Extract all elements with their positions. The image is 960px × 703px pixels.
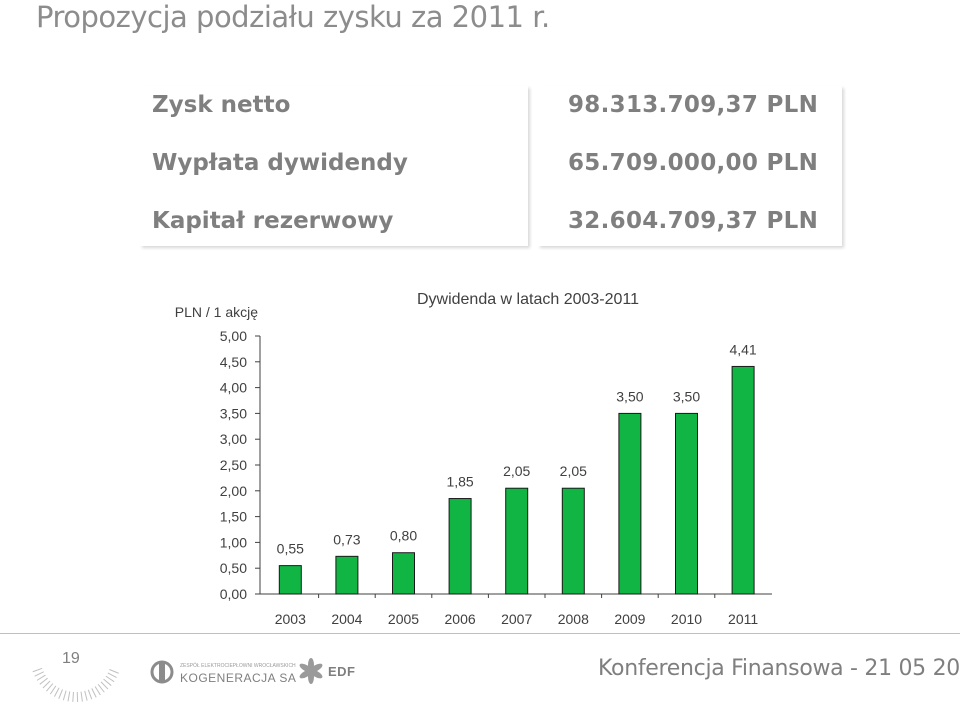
chart-x-tick-label: 2004 [331, 611, 362, 627]
decorative-arc-tick [105, 675, 115, 683]
summary-values-panel: 98.313.709,37 PLN 65.709.000,00 PLN 32.6… [538, 86, 842, 246]
row-label-dividend: Wypłata dywidendy [152, 150, 408, 176]
chart-x-tick-label: 2006 [445, 611, 476, 627]
slide-title: Propozycja podziału zysku za 2011 r. [36, 0, 550, 34]
chart-x-tick-label: 2005 [388, 611, 419, 627]
decorative-arc-tick [91, 688, 97, 698]
decorative-arc-tick [97, 684, 105, 693]
chart-y-tick-label: 2,50 [220, 457, 247, 473]
decorative-arc-tick [42, 680, 51, 689]
footer-divider [0, 633, 960, 634]
decorative-arc-tick [34, 671, 44, 677]
chart-bar [675, 412, 698, 595]
chart-x-tick-label: 2011 [728, 611, 758, 627]
chart-data-label: 4,41 [729, 341, 756, 357]
decorative-arc-tick [67, 691, 71, 702]
chart-bar [618, 412, 642, 595]
decorative-arc-tick [62, 690, 67, 701]
chart-data-label: 0,80 [390, 528, 417, 544]
decorative-arc-tick [109, 669, 119, 674]
chart-data-label: 3,50 [616, 388, 643, 404]
row-label-net-profit: Zysk netto [152, 92, 291, 118]
chart-y-tick-label: 1,00 [220, 534, 247, 550]
decorative-arc-tick [32, 667, 43, 673]
decorative-arc-tick [49, 685, 57, 695]
chart-data-label: 2,05 [503, 463, 530, 479]
decorative-arc-tick [84, 690, 88, 701]
chart-x-tick-label: 2008 [558, 611, 589, 627]
decorative-arc-tick [53, 687, 60, 697]
chart-x-tick-label: 2010 [671, 611, 702, 627]
chart-data-label: 2,05 [560, 463, 587, 479]
chart-y-tick-label: 4,00 [220, 380, 247, 396]
decorative-arc-tick [36, 674, 46, 681]
decorative-arc-tick [58, 689, 63, 699]
edf-logo-icon [299, 658, 323, 684]
chart-y-tick-label: 4,50 [220, 354, 247, 370]
row-value-reserve: 32.604.709,37 PLN [568, 208, 819, 234]
summary-labels-panel: Zysk netto Wypłata dywidendy Kapitał rez… [140, 86, 528, 246]
chart-y-axis-label: PLN / 1 akcję [175, 304, 258, 320]
decorative-arc-tick [72, 691, 74, 702]
decorative-arc-tick [100, 681, 109, 690]
row-value-dividend: 65.709.000,00 PLN [568, 150, 819, 176]
decorative-arc-graphic [32, 667, 119, 702]
decorative-arc-tick [46, 683, 54, 692]
chart-bar [731, 365, 755, 595]
chart-title: Dywidenda w latach 2003-2011 [417, 291, 639, 308]
row-label-reserve: Kapitał rezerwowy [152, 208, 394, 234]
chart-y-tick-label: 0,50 [220, 560, 247, 576]
chart-y-tick-label: 3,50 [220, 405, 247, 421]
chart-data-label: 0,73 [333, 531, 360, 547]
row-value-net-profit: 98.313.709,37 PLN [568, 92, 819, 118]
edf-logo-name: EDF [328, 664, 356, 679]
chart-y-tick-label: 2,00 [220, 483, 247, 499]
chart-y-tick-label: 3,00 [220, 431, 247, 447]
chart-bar [392, 552, 415, 595]
kogeneracja-logo-name: KOGENERACJA SA [180, 671, 297, 685]
chart-x-tick-label: 2009 [614, 611, 645, 627]
chart-y-tick-label: 5,00 [220, 328, 247, 344]
decorative-arc-tick [80, 691, 83, 702]
kogeneracja-logo-icon [150, 660, 174, 684]
chart-data-label: 1,85 [446, 474, 473, 490]
chart-bar [561, 487, 585, 595]
chart-y-tick-label: 0,00 [220, 586, 247, 602]
kogeneracja-logo-subtitle: ZESPÓŁ ELEKTROCIEPŁOWNI WROCŁAWSKICH [180, 663, 296, 669]
dividend-bar-chart: Dywidenda w latach 2003-2011 PLN / 1 akcj… [175, 291, 772, 627]
chart-x-tick-label: 2003 [275, 611, 306, 627]
chart-bar [278, 565, 302, 595]
decorative-arc-tick [39, 677, 48, 685]
chart-y-tick-label: 1,50 [220, 509, 247, 525]
conference-title: Konferencja Finansowa - 21 05 2012 [598, 656, 960, 681]
chart-x-tick-label: 2007 [501, 611, 532, 627]
decorative-arc-tick [87, 689, 93, 700]
chart-bar [335, 555, 359, 595]
decorative-arc-tick [94, 686, 101, 696]
chart-data-label: 3,50 [673, 388, 700, 404]
chart-data-label: 0,55 [277, 541, 304, 557]
page-number: 19 [62, 650, 80, 667]
chart-bar [448, 498, 472, 595]
decorative-arc-tick [103, 678, 112, 686]
chart-bar [505, 487, 529, 595]
decorative-arc-tick [107, 672, 117, 679]
